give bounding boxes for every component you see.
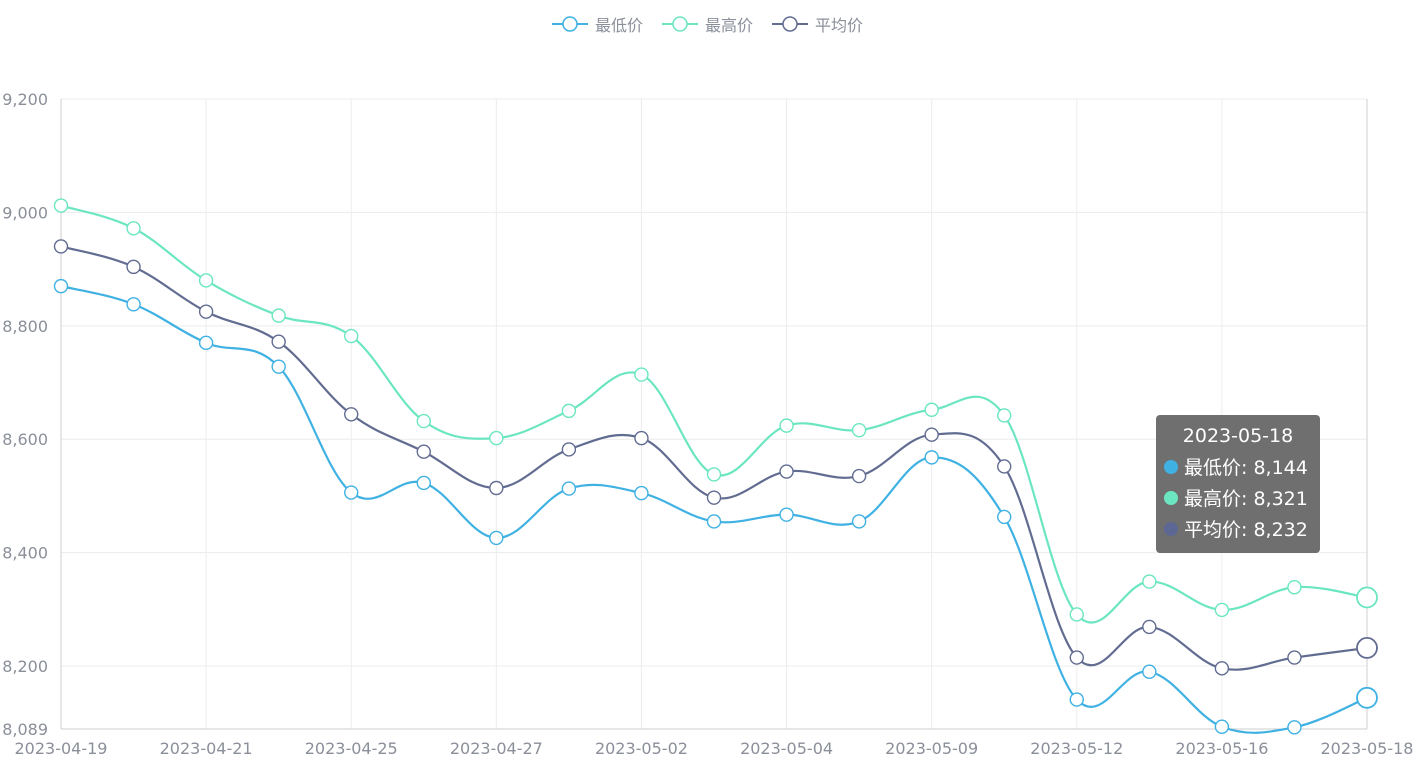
chart-legend: 最低价 最高价 平均价 bbox=[0, 12, 1414, 36]
y-tick-label: 9,000 bbox=[2, 203, 48, 222]
data-point[interactable] bbox=[779, 418, 794, 433]
data-point[interactable] bbox=[706, 514, 722, 529]
data-point[interactable] bbox=[53, 239, 69, 254]
data-point[interactable] bbox=[416, 444, 431, 459]
data-point[interactable] bbox=[1142, 574, 1157, 589]
data-point[interactable] bbox=[634, 485, 649, 501]
data-point[interactable] bbox=[1287, 720, 1302, 735]
tooltip-row-low: 最低价: 8,144 bbox=[1164, 451, 1312, 482]
data-point[interactable] bbox=[779, 507, 794, 522]
data-point[interactable] bbox=[634, 367, 649, 382]
tooltip: 2023-05-18 最低价: 8,144 最高价: 8,321 平均价: 8,… bbox=[1156, 415, 1320, 553]
data-point[interactable] bbox=[1287, 650, 1302, 665]
tooltip-low-text: 最低价: 8,144 bbox=[1184, 457, 1308, 479]
data-point[interactable] bbox=[1069, 692, 1084, 707]
series-group bbox=[53, 198, 1378, 735]
y-tick-label: 8,800 bbox=[2, 317, 48, 336]
x-tick-label: 2023-05-18 bbox=[1321, 739, 1414, 758]
tooltip-avg-text: 平均价: 8,232 bbox=[1184, 519, 1308, 541]
tooltip-row-high: 最高价: 8,321 bbox=[1164, 482, 1312, 513]
data-point[interactable] bbox=[344, 407, 359, 422]
data-point[interactable] bbox=[416, 475, 431, 491]
y-tick-label: 8,600 bbox=[2, 430, 48, 449]
x-tick-label: 2023-05-02 bbox=[595, 739, 688, 758]
data-point[interactable] bbox=[126, 259, 141, 275]
data-point[interactable] bbox=[198, 304, 214, 319]
y-tick-label: 8,089 bbox=[2, 720, 48, 739]
data-point[interactable] bbox=[416, 413, 431, 429]
tooltip-high-dot bbox=[1164, 490, 1178, 505]
x-tick-label: 2023-04-21 bbox=[160, 739, 253, 758]
legend-item-low[interactable]: 最低价 bbox=[551, 12, 643, 36]
data-point[interactable] bbox=[53, 278, 69, 294]
legend-item-high[interactable]: 最高价 bbox=[661, 12, 753, 36]
legend-avg-icon bbox=[772, 16, 808, 32]
y-tick-label: 8,200 bbox=[2, 657, 48, 676]
tooltip-title: 2023-05-18 bbox=[1182, 425, 1294, 447]
data-point[interactable] bbox=[126, 221, 141, 236]
data-point[interactable] bbox=[924, 402, 939, 417]
x-tick-label: 2023-05-09 bbox=[885, 739, 978, 758]
data-point[interactable] bbox=[779, 464, 794, 479]
data-point[interactable] bbox=[271, 359, 286, 374]
data-point[interactable] bbox=[997, 408, 1012, 423]
data-point[interactable] bbox=[561, 442, 577, 457]
data-point[interactable] bbox=[344, 485, 359, 500]
data-point[interactable] bbox=[344, 328, 359, 344]
data-point[interactable] bbox=[1069, 650, 1084, 665]
data-point[interactable] bbox=[706, 467, 722, 482]
data-point[interactable] bbox=[198, 335, 214, 351]
data-point[interactable] bbox=[561, 481, 577, 496]
data-point[interactable] bbox=[924, 450, 939, 465]
data-point[interactable] bbox=[271, 334, 286, 349]
x-tick-label: 2023-04-27 bbox=[450, 739, 543, 758]
y-tick-label: 9,200 bbox=[2, 90, 48, 109]
data-point[interactable] bbox=[1356, 586, 1378, 609]
tooltip-low-dot bbox=[1164, 459, 1178, 474]
tooltip-avg-dot bbox=[1164, 521, 1178, 536]
data-point[interactable] bbox=[851, 422, 867, 438]
data-point[interactable] bbox=[1142, 664, 1157, 679]
data-point[interactable] bbox=[1214, 719, 1230, 734]
data-point[interactable] bbox=[1142, 619, 1157, 635]
data-point[interactable] bbox=[489, 480, 504, 496]
x-tick-label: 2023-05-04 bbox=[740, 739, 833, 758]
x-tick-label: 2023-05-16 bbox=[1175, 739, 1268, 758]
data-point[interactable] bbox=[1214, 602, 1230, 618]
y-axis: 8,089 8,200 8,400 8,600 8,800 9,000 9,200 bbox=[2, 90, 62, 739]
data-point[interactable] bbox=[1287, 580, 1302, 595]
x-axis: 2023-04-19 2023-04-21 2023-04-25 2023-04-27… bbox=[15, 99, 1414, 758]
x-tick-label: 2023-05-12 bbox=[1030, 739, 1123, 758]
data-point[interactable] bbox=[53, 198, 69, 213]
data-point[interactable] bbox=[634, 430, 649, 446]
data-point[interactable] bbox=[851, 468, 867, 484]
data-point[interactable] bbox=[561, 403, 577, 419]
legend-item-avg[interactable]: 平均价 bbox=[771, 12, 863, 36]
legend-avg-label: 平均价 bbox=[815, 16, 864, 35]
tooltip-row-avg: 平均价: 8,232 bbox=[1164, 513, 1312, 544]
data-point[interactable] bbox=[997, 509, 1012, 525]
legend-low-icon bbox=[551, 16, 588, 32]
data-point[interactable] bbox=[924, 427, 939, 442]
legend-high-icon bbox=[661, 16, 698, 32]
data-point[interactable] bbox=[489, 430, 504, 446]
x-tick-label: 2023-04-25 bbox=[305, 739, 398, 758]
data-point[interactable] bbox=[271, 308, 286, 323]
y-tick-label: 8,400 bbox=[2, 544, 48, 563]
tooltip-high-text: 最高价: 8,321 bbox=[1184, 488, 1308, 510]
data-point[interactable] bbox=[1214, 661, 1230, 676]
data-point[interactable] bbox=[706, 490, 722, 505]
data-point[interactable] bbox=[997, 459, 1012, 474]
legend-low-label: 最低价 bbox=[594, 16, 643, 35]
data-point[interactable] bbox=[198, 273, 214, 288]
data-point[interactable] bbox=[126, 297, 141, 312]
data-point[interactable] bbox=[1356, 637, 1378, 659]
data-point[interactable] bbox=[1356, 686, 1378, 709]
data-point[interactable] bbox=[1069, 607, 1084, 622]
data-point[interactable] bbox=[851, 514, 867, 529]
legend-high-label: 最高价 bbox=[704, 16, 753, 35]
data-point[interactable] bbox=[489, 530, 504, 546]
x-tick-label: 2023-04-19 bbox=[15, 739, 108, 758]
